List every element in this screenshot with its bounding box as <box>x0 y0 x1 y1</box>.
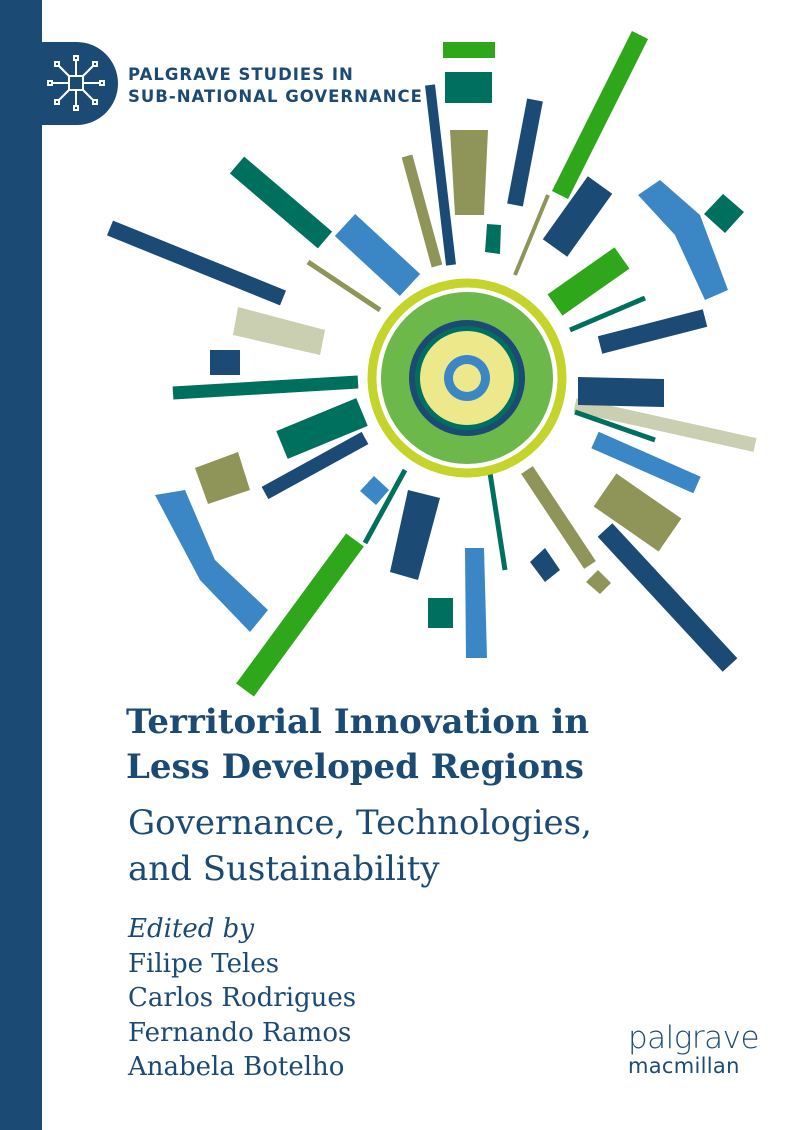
publisher-logo: palgrave macmillan <box>628 1020 760 1078</box>
circuit-chip-icon <box>47 55 105 111</box>
cover-artwork <box>106 30 757 697</box>
book-title: Territorial Innovation in Less Developed… <box>126 700 589 790</box>
artwork-shape <box>453 364 481 392</box>
publisher-logo-line: palgrave <box>628 1020 760 1056</box>
artwork-shape <box>276 398 368 459</box>
artwork-shape <box>465 548 487 658</box>
artwork-shape <box>551 30 649 200</box>
artwork-shape <box>362 468 408 545</box>
artwork-shape <box>547 247 630 316</box>
artwork-shape <box>597 523 738 672</box>
artwork-shape <box>233 307 325 355</box>
artwork-shape <box>425 84 456 266</box>
artwork-shape <box>513 194 550 276</box>
artwork-shape <box>401 154 443 268</box>
artwork-shape <box>530 548 560 582</box>
book-subtitle: Governance, Technologies, and Sustainabi… <box>128 800 592 892</box>
artwork-shape <box>445 72 492 103</box>
artwork-shape <box>542 176 613 257</box>
artwork-shape <box>106 220 287 306</box>
editor-name: Fernando Ramos <box>128 1017 352 1048</box>
editor-name: Filipe Teles <box>128 948 280 979</box>
artwork-shape <box>450 130 488 215</box>
artwork-shape <box>210 350 240 375</box>
series-title-line: PALGRAVE STUDIES IN <box>128 65 354 84</box>
artwork-shape <box>586 570 611 594</box>
artwork-shape <box>306 259 382 313</box>
series-title: PALGRAVE STUDIES IN SUB-NATIONAL GOVERNA… <box>128 64 423 108</box>
title-line: Less Developed Regions <box>126 747 584 787</box>
artwork-shape <box>578 377 664 407</box>
artwork-shape <box>573 398 757 452</box>
artwork-shape <box>390 490 440 580</box>
title-line: Territorial Innovation in <box>126 702 590 742</box>
artwork-shape <box>334 213 421 297</box>
subtitle-line: Governance, Technologies, <box>128 803 592 843</box>
artwork-shape <box>638 180 728 300</box>
artwork-shape <box>195 452 250 504</box>
artwork-shape <box>569 295 646 333</box>
artwork-shape <box>229 156 333 249</box>
artwork-shape <box>521 466 596 569</box>
artwork-shape <box>593 473 682 552</box>
artwork-shape <box>428 598 453 628</box>
editors-block: Edited by Filipe Teles Carlos Rodrigues … <box>128 912 356 1085</box>
artwork-shape <box>155 490 268 632</box>
artwork-shape <box>261 431 369 500</box>
artwork-shape <box>597 309 708 354</box>
publisher-logo-line: macmillan <box>628 1054 740 1078</box>
artwork-shape <box>704 194 744 233</box>
editor-name: Carlos Rodrigues <box>128 983 357 1013</box>
artwork-shape <box>485 224 501 254</box>
artwork-shape <box>574 409 656 443</box>
artwork-shape <box>591 431 701 494</box>
spine-bar <box>0 0 42 1130</box>
subtitle-line: and Sustainability <box>128 849 440 889</box>
artwork-shape <box>485 459 508 571</box>
artwork-shape <box>360 476 389 505</box>
artwork-shape <box>236 533 364 697</box>
artwork-shape <box>507 98 543 207</box>
edited-by-label: Edited by <box>128 914 255 944</box>
series-tab <box>42 42 118 125</box>
artwork-shape <box>443 42 495 58</box>
series-title-line: SUB-NATIONAL GOVERNANCE <box>128 87 423 106</box>
editor-name: Anabela Botelho <box>128 1052 345 1082</box>
artwork-shape <box>172 375 359 400</box>
